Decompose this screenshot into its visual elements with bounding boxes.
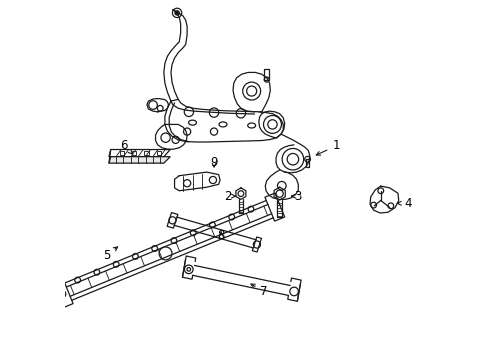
Polygon shape	[109, 157, 170, 163]
Text: 2: 2	[224, 190, 235, 203]
Bar	[144, 151, 148, 155]
Bar	[120, 151, 124, 155]
Text: 9: 9	[210, 156, 217, 169]
Bar	[156, 151, 161, 155]
Text: 3: 3	[291, 190, 302, 203]
Text: 8: 8	[217, 229, 224, 242]
Text: 7: 7	[250, 284, 267, 298]
Text: 1: 1	[316, 139, 339, 155]
Bar	[132, 151, 136, 155]
Polygon shape	[109, 149, 170, 157]
Text: 5: 5	[102, 247, 117, 262]
Text: 6: 6	[121, 139, 133, 154]
Circle shape	[175, 11, 179, 15]
Text: 4: 4	[397, 197, 410, 210]
